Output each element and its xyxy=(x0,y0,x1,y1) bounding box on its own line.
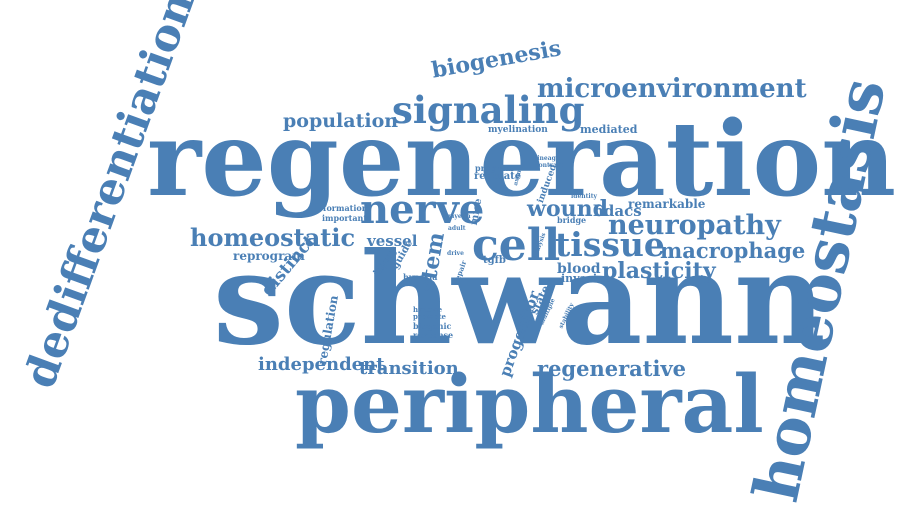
word-lineage: lineage xyxy=(535,155,560,162)
word-blood: blood xyxy=(557,261,601,277)
word-response: response xyxy=(413,330,454,340)
word-bridge: bridge xyxy=(557,215,587,225)
word-histone: histone xyxy=(413,305,443,314)
word-neuropathy: neuropathy xyxy=(608,210,781,241)
word-regeneration: regeneration xyxy=(147,99,897,220)
word-contrast: contrast xyxy=(535,162,563,169)
word-program: program xyxy=(475,163,514,173)
word-population: population xyxy=(283,110,399,132)
word-biogenic: biogenic xyxy=(413,321,452,331)
word-macrophage: macrophage xyxy=(660,238,806,263)
word-vessel: vessel xyxy=(367,232,418,250)
word-remarkable: remarkable xyxy=(628,197,706,211)
word-microenvironment: microenvironment xyxy=(537,74,807,104)
word-identity: identity xyxy=(571,193,597,200)
word-independent: independent xyxy=(258,354,385,375)
word-nerve: nerve xyxy=(360,186,485,233)
word-hypoxia: hypoxia xyxy=(403,272,438,282)
word-invasive: invasive xyxy=(561,272,611,285)
word-important: important xyxy=(322,213,368,223)
word-plasticity: plasticity xyxy=(602,258,716,284)
word-formation: formation xyxy=(323,203,368,213)
word-regenerative: regenerative xyxy=(537,356,687,381)
word-reprogram: reprogram xyxy=(233,249,305,263)
word-schwann: schwann xyxy=(213,225,826,373)
word-hdacs: hdacs xyxy=(593,202,642,220)
word-promote: promote xyxy=(413,312,447,321)
word-signaling: signaling xyxy=(392,88,585,132)
word-mediated: mediated xyxy=(580,123,638,136)
word-homeostatic: homeostatic xyxy=(190,223,356,252)
word-regulate: regulate xyxy=(474,171,522,182)
word-cell: cell xyxy=(472,220,561,271)
word-transition: transition xyxy=(359,358,459,379)
word-wound: wound xyxy=(527,196,608,222)
word-peripheral: peripheral xyxy=(295,357,764,451)
word-myelination: myelination xyxy=(488,125,548,135)
word-drive: drive xyxy=(447,250,464,257)
word-myelin: myelin xyxy=(448,213,471,220)
word-tissue: tissue xyxy=(555,225,665,264)
word-tgfb: tgfb xyxy=(483,255,506,266)
word-adult: adult xyxy=(448,225,466,232)
